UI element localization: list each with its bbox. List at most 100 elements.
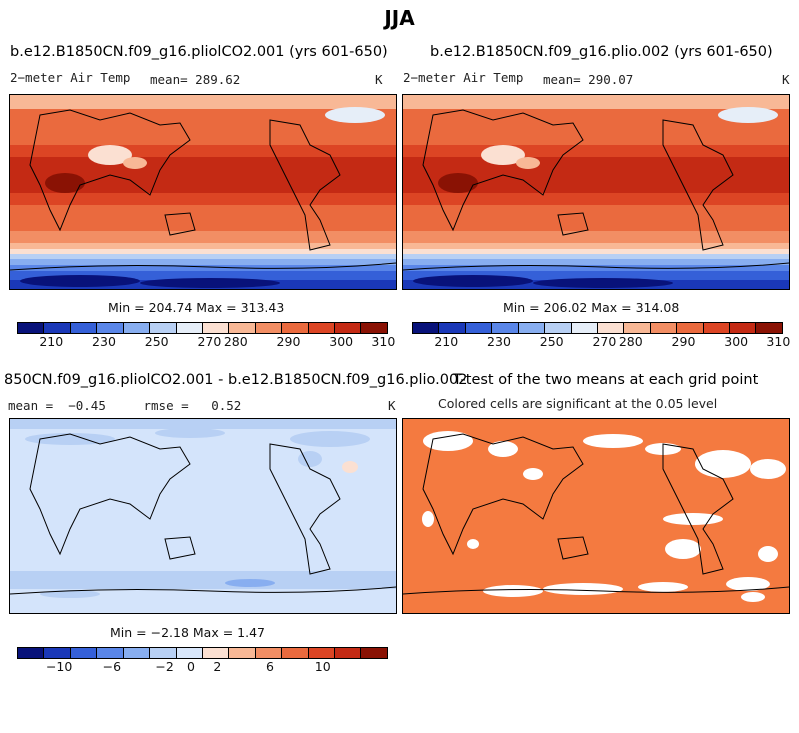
- panel3-colorbar-swatch: [150, 648, 177, 658]
- panel3-colorbar-swatch: [97, 648, 124, 658]
- panel1-colorbar-swatch: [150, 323, 177, 333]
- panel1-colorbar-tick-label: 250: [144, 334, 169, 349]
- panel3-rmse-value: 0.52: [211, 398, 242, 413]
- panel1-colorbar-tick-label: 270: [197, 334, 222, 349]
- panel2-colorbar-tick-label: 270: [592, 334, 617, 349]
- panel2-colorbar-ticks: 210 230 250 270 280 290 300 310: [412, 334, 790, 350]
- panel1-colorbar-swatch: [255, 323, 283, 333]
- panel2-colorbar-swatch: [730, 323, 757, 333]
- panel1-colorbar-swatch: [176, 323, 203, 333]
- panel1-colorbar-tick-label: 290: [276, 334, 301, 349]
- panel1-colorbar-swatch: [202, 323, 230, 333]
- panel3-mean-value: −0.45: [68, 398, 106, 413]
- panel1-temperature-field: [10, 95, 396, 289]
- panel1-mean-value: 289.62: [195, 72, 241, 87]
- panel1-colorbar-tick-label: 300: [329, 334, 354, 349]
- panel2-colorbar-tick-label: 280: [618, 334, 643, 349]
- panel2-colorbar-tick-label: 230: [487, 334, 511, 349]
- panel1-colorbar-tick-label: 310: [371, 334, 396, 349]
- panel1-case-title: b.e12.B1850CN.f09_g16.pliolCO2.001 (yrs …: [10, 44, 388, 60]
- panel3-colorbar-tick-label: −2: [155, 659, 174, 674]
- panel2-colorbar-tick-label: 250: [539, 334, 564, 349]
- panel2-colorbar-tick-label: 290: [671, 334, 696, 349]
- panel2-colorbar-swatch: [703, 323, 731, 333]
- panel2-colorbar-swatch: [624, 323, 651, 333]
- panel2-mean-label: mean=: [543, 72, 581, 87]
- panel1-colorbar-swatch: [361, 323, 387, 333]
- panel3-colorbar-tick-label: 6: [266, 659, 274, 674]
- panel4-title: T-test of the two means at each grid poi…: [453, 372, 759, 388]
- page-title: JJA: [384, 6, 415, 30]
- panel2-temperature-field: [403, 95, 789, 289]
- panel1-colorbar-tick-label: 210: [39, 334, 64, 349]
- panel2-colorbar-swatch: [597, 323, 625, 333]
- panel2-colorbar-swatch: [571, 323, 598, 333]
- panel3-colorbar-swatch: [44, 648, 71, 658]
- panel2-units: K: [782, 72, 790, 87]
- panel3-colorbar-swatch: [335, 648, 362, 658]
- panel1-variable-label: 2−meter Air Temp: [10, 70, 131, 85]
- panel1-colorbar-swatch: [335, 323, 362, 333]
- panel2-colorbar-tick-label: 310: [766, 334, 791, 349]
- panel1-colorbar-ticks: 210 230 250 270 280 290 300 310: [17, 334, 395, 350]
- panel3-colorbar-tick-label: −10: [45, 659, 73, 674]
- panel1-colorbar-swatch: [123, 323, 151, 333]
- panel1-colorbar: [17, 322, 388, 334]
- panel1-colorbar-tick-label: 280: [223, 334, 248, 349]
- panel3-colorbar-swatch: [282, 648, 309, 658]
- panel1-map: [9, 94, 397, 290]
- panel2-colorbar-swatch: [650, 323, 678, 333]
- panel2-variable-label: 2−meter Air Temp: [403, 70, 524, 85]
- panel3-colorbar-swatch: [123, 648, 151, 658]
- panel3-mean-label: mean =: [8, 398, 54, 413]
- panel2-colorbar-swatch: [465, 323, 493, 333]
- panel4-subtitle: Colored cells are significant at the 0.0…: [438, 396, 718, 411]
- panel2-mean: mean= 290.07: [543, 72, 633, 87]
- panel1-colorbar-swatch: [18, 323, 45, 333]
- panel3-colorbar-swatch: [176, 648, 203, 658]
- panel1-mean-label: mean=: [150, 72, 188, 87]
- panel2-colorbar-swatch: [756, 323, 782, 333]
- panel2-mean-value: 290.07: [588, 72, 634, 87]
- panel1-colorbar-swatch: [70, 323, 98, 333]
- panel2-colorbar-swatch: [545, 323, 572, 333]
- panel3-map: [9, 418, 397, 614]
- panel2-colorbar-swatch: [492, 323, 519, 333]
- panel2-colorbar-swatch: [518, 323, 546, 333]
- panel1-colorbar-swatch: [229, 323, 256, 333]
- panel1-colorbar-swatch: [44, 323, 71, 333]
- panel3-colorbar-swatch: [202, 648, 230, 658]
- panel2-colorbar-swatch: [439, 323, 466, 333]
- panel3-colorbar-swatch: [255, 648, 283, 658]
- panel2-minmax: Min = 206.02 Max = 314.08: [503, 300, 680, 315]
- panel3-colorbar-tick-label: 10: [314, 659, 331, 674]
- panel3-colorbar-tick-label: 2: [213, 659, 222, 674]
- panel3-colorbar-swatch: [70, 648, 98, 658]
- panel3-colorbar-swatch: [18, 648, 45, 658]
- panel3-minmax: Min = −2.18 Max = 1.47: [110, 625, 265, 640]
- panel2-colorbar-tick-label: 210: [434, 334, 459, 349]
- panel3-colorbar-tick-label: −6: [102, 659, 122, 674]
- panel1-colorbar-swatch: [282, 323, 309, 333]
- panel2-colorbar-swatch: [413, 323, 440, 333]
- panel3-colorbar-swatch: [229, 648, 256, 658]
- panel1-units: K: [375, 72, 383, 87]
- panel3-colorbar-ticks: −10 −6 −2 0 2 6 10: [17, 659, 386, 675]
- panel2-colorbar: [412, 322, 783, 334]
- panel4-map: [402, 418, 790, 614]
- panel1-colorbar-swatch: [97, 323, 124, 333]
- panel2-colorbar-swatch: [677, 323, 704, 333]
- panel1-colorbar-tick-label: 230: [92, 334, 116, 349]
- panel3-rmse-label: rmse =: [143, 398, 189, 413]
- panel1-minmax: Min = 204.74 Max = 313.43: [108, 300, 285, 315]
- panel3-colorbar: [17, 647, 388, 659]
- panel2-map: [402, 94, 790, 290]
- panel3-colorbar-swatch: [308, 648, 336, 658]
- panel3-case-title: 850CN.f09_g16.pliolCO2.001 - b.e12.B1850…: [4, 372, 468, 388]
- panel3-difference-field: [10, 419, 396, 613]
- panel1-mean: mean= 289.62: [150, 72, 240, 87]
- panel2-colorbar-tick-label: 300: [724, 334, 749, 349]
- panel3-units: K: [388, 398, 396, 413]
- panel3-stats: mean = −0.45 rmse = 0.52: [8, 398, 241, 413]
- panel4-significance-field: [403, 419, 789, 613]
